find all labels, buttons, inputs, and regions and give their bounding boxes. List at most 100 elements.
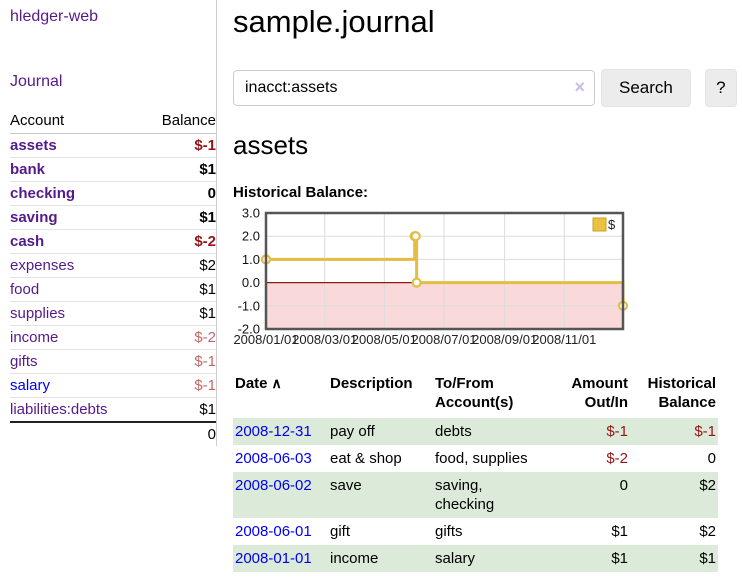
- register-header-date[interactable]: Date ∧: [235, 375, 282, 392]
- account-row: assets $-1: [10, 133, 216, 158]
- register-header-accounts: To/From Account(s): [435, 375, 514, 411]
- accounts-total-row: 0: [10, 421, 216, 446]
- transaction-accounts: debts: [433, 418, 545, 445]
- account-row: saving $1: [10, 205, 216, 230]
- register-header-balance: Historical Balance: [647, 375, 716, 411]
- account-link[interactable]: gifts: [10, 353, 38, 370]
- search-form: × Search ?: [233, 69, 742, 107]
- account-row: bank $1: [10, 157, 216, 182]
- svg-text:-1.0: -1.0: [238, 298, 260, 313]
- transaction-description: eat & shop: [330, 450, 402, 467]
- account-balance: $2: [142, 253, 216, 278]
- transaction-accounts: food, supplies: [435, 450, 528, 467]
- transaction-amount: $1: [545, 545, 630, 572]
- register-header-amount: Amount Out/In: [571, 375, 628, 411]
- account-link[interactable]: saving: [10, 209, 58, 226]
- svg-text:$: $: [608, 217, 616, 232]
- account-balance: $-1: [142, 373, 216, 398]
- account-link[interactable]: food: [10, 281, 40, 298]
- account-row: cash $-2: [10, 229, 216, 254]
- svg-text:-2.0: -2.0: [238, 322, 260, 337]
- account-balance: $1: [142, 205, 216, 230]
- sidebar-item-journal[interactable]: Journal: [10, 73, 63, 90]
- register-row: 2008-06-02 save saving, checking 0 $2: [233, 472, 718, 518]
- account-link[interactable]: assets: [10, 137, 57, 154]
- transaction-balance: $-1: [630, 418, 718, 445]
- transaction-description: income: [328, 545, 433, 572]
- transaction-amount: $1: [611, 523, 628, 540]
- account-link[interactable]: income: [10, 329, 59, 346]
- account-balance: $-1: [142, 349, 216, 374]
- svg-text:2008/07/01: 2008/07/01: [411, 332, 476, 347]
- transaction-description: pay off: [328, 418, 433, 445]
- transaction-balance: 0: [707, 450, 716, 467]
- search-input[interactable]: [233, 70, 595, 106]
- account-row: food $1: [10, 277, 216, 302]
- account-link[interactable]: salary: [10, 377, 51, 394]
- svg-text:2008/03/01: 2008/03/01: [292, 332, 357, 347]
- account-link[interactable]: liabilities:debts: [10, 401, 108, 418]
- svg-text:2.0: 2.0: [242, 229, 260, 244]
- chart-label: Historical Balance:: [233, 184, 369, 201]
- sort-asc-icon: ∧: [271, 375, 282, 391]
- accounts-header-account: Account: [10, 110, 143, 134]
- account-link[interactable]: bank: [10, 161, 46, 178]
- account-row: salary $-1: [10, 373, 216, 398]
- svg-text:2008/01/01: 2008/01/01: [233, 332, 298, 347]
- account-row: expenses $2: [10, 253, 216, 278]
- account-balance: $-1: [142, 133, 216, 158]
- register-header-description: Description: [330, 375, 413, 392]
- account-balance: $-2: [142, 325, 216, 350]
- transaction-date-link[interactable]: 2008-06-01: [235, 523, 312, 540]
- account-balance: $-2: [142, 229, 216, 254]
- account-row: supplies $1: [10, 301, 216, 326]
- account-row: checking 0: [10, 181, 216, 206]
- account-balance: 0: [142, 181, 216, 206]
- transaction-description: gift: [330, 523, 351, 540]
- transaction-date-link[interactable]: 2008-06-03: [235, 450, 312, 467]
- register-row: 2008-06-03 eat & shop food, supplies $-2 0: [233, 445, 718, 472]
- account-link[interactable]: supplies: [10, 305, 66, 322]
- account-link[interactable]: checking: [10, 185, 76, 202]
- transaction-amount: 0: [545, 472, 630, 518]
- transaction-accounts: saving, checking: [433, 472, 545, 518]
- svg-text:2008/09/01: 2008/09/01: [472, 332, 537, 347]
- transaction-balance: $2: [630, 472, 718, 518]
- transaction-accounts: gifts: [435, 523, 463, 540]
- transaction-date-link[interactable]: 2008-12-31: [235, 423, 312, 440]
- account-link[interactable]: cash: [10, 233, 45, 250]
- accounts-table-body: assets $-1 bank $1 checking 0 saving $1 cash $-2 e…: [10, 133, 216, 446]
- accounts-table: Account Balance assets $-1 bank $1 checking 0…: [10, 110, 216, 446]
- transaction-date-link[interactable]: 2008-06-02: [235, 477, 312, 494]
- register-table-body: 2008-12-31 pay off debts $-1 $-1 2008-06-03 ea…: [233, 418, 718, 572]
- accounts-header-row: Account Balance: [10, 110, 216, 134]
- historical-balance-chart-svg: $3.0 2.0 1.0 0.0 -1.0 -2.02008/01/012008/03/0…: [233, 206, 629, 347]
- page-title: sample.journal: [233, 4, 435, 39]
- register-table: Date ∧ Description To/From Account(s) Amo…: [233, 372, 718, 572]
- search-input-wrap: ×: [233, 70, 595, 106]
- brand-link[interactable]: hledger-web: [10, 8, 99, 25]
- svg-text:0.0: 0.0: [242, 275, 260, 290]
- account-link[interactable]: expenses: [10, 257, 75, 274]
- account-balance: $1: [142, 277, 216, 302]
- account-balance: $1: [142, 397, 216, 423]
- svg-text:2008/05/01: 2008/05/01: [352, 332, 417, 347]
- transaction-date-link[interactable]: 2008-01-01: [235, 550, 312, 567]
- help-button[interactable]: ?: [704, 69, 737, 107]
- transaction-amount: $-2: [606, 450, 628, 467]
- account-row: liabilities:debts $1: [10, 397, 216, 423]
- accounts-header-balance: Balance: [142, 110, 216, 134]
- account-title: assets: [233, 130, 309, 160]
- transaction-description: save: [328, 472, 433, 518]
- search-button[interactable]: Search: [601, 69, 691, 107]
- transaction-accounts: salary: [433, 545, 545, 572]
- account-row: gifts $-1: [10, 349, 216, 374]
- register-row: 2008-01-01 income salary $1 $1: [233, 545, 718, 572]
- accounts-total-value: 0: [142, 421, 216, 446]
- transaction-balance: $2: [699, 523, 716, 540]
- clear-search-icon[interactable]: ×: [574, 77, 585, 97]
- transaction-balance: $1: [630, 545, 718, 572]
- sidebar: hledger-web Journal Account Balance asse…: [0, 0, 217, 446]
- svg-text:1.0: 1.0: [242, 252, 260, 267]
